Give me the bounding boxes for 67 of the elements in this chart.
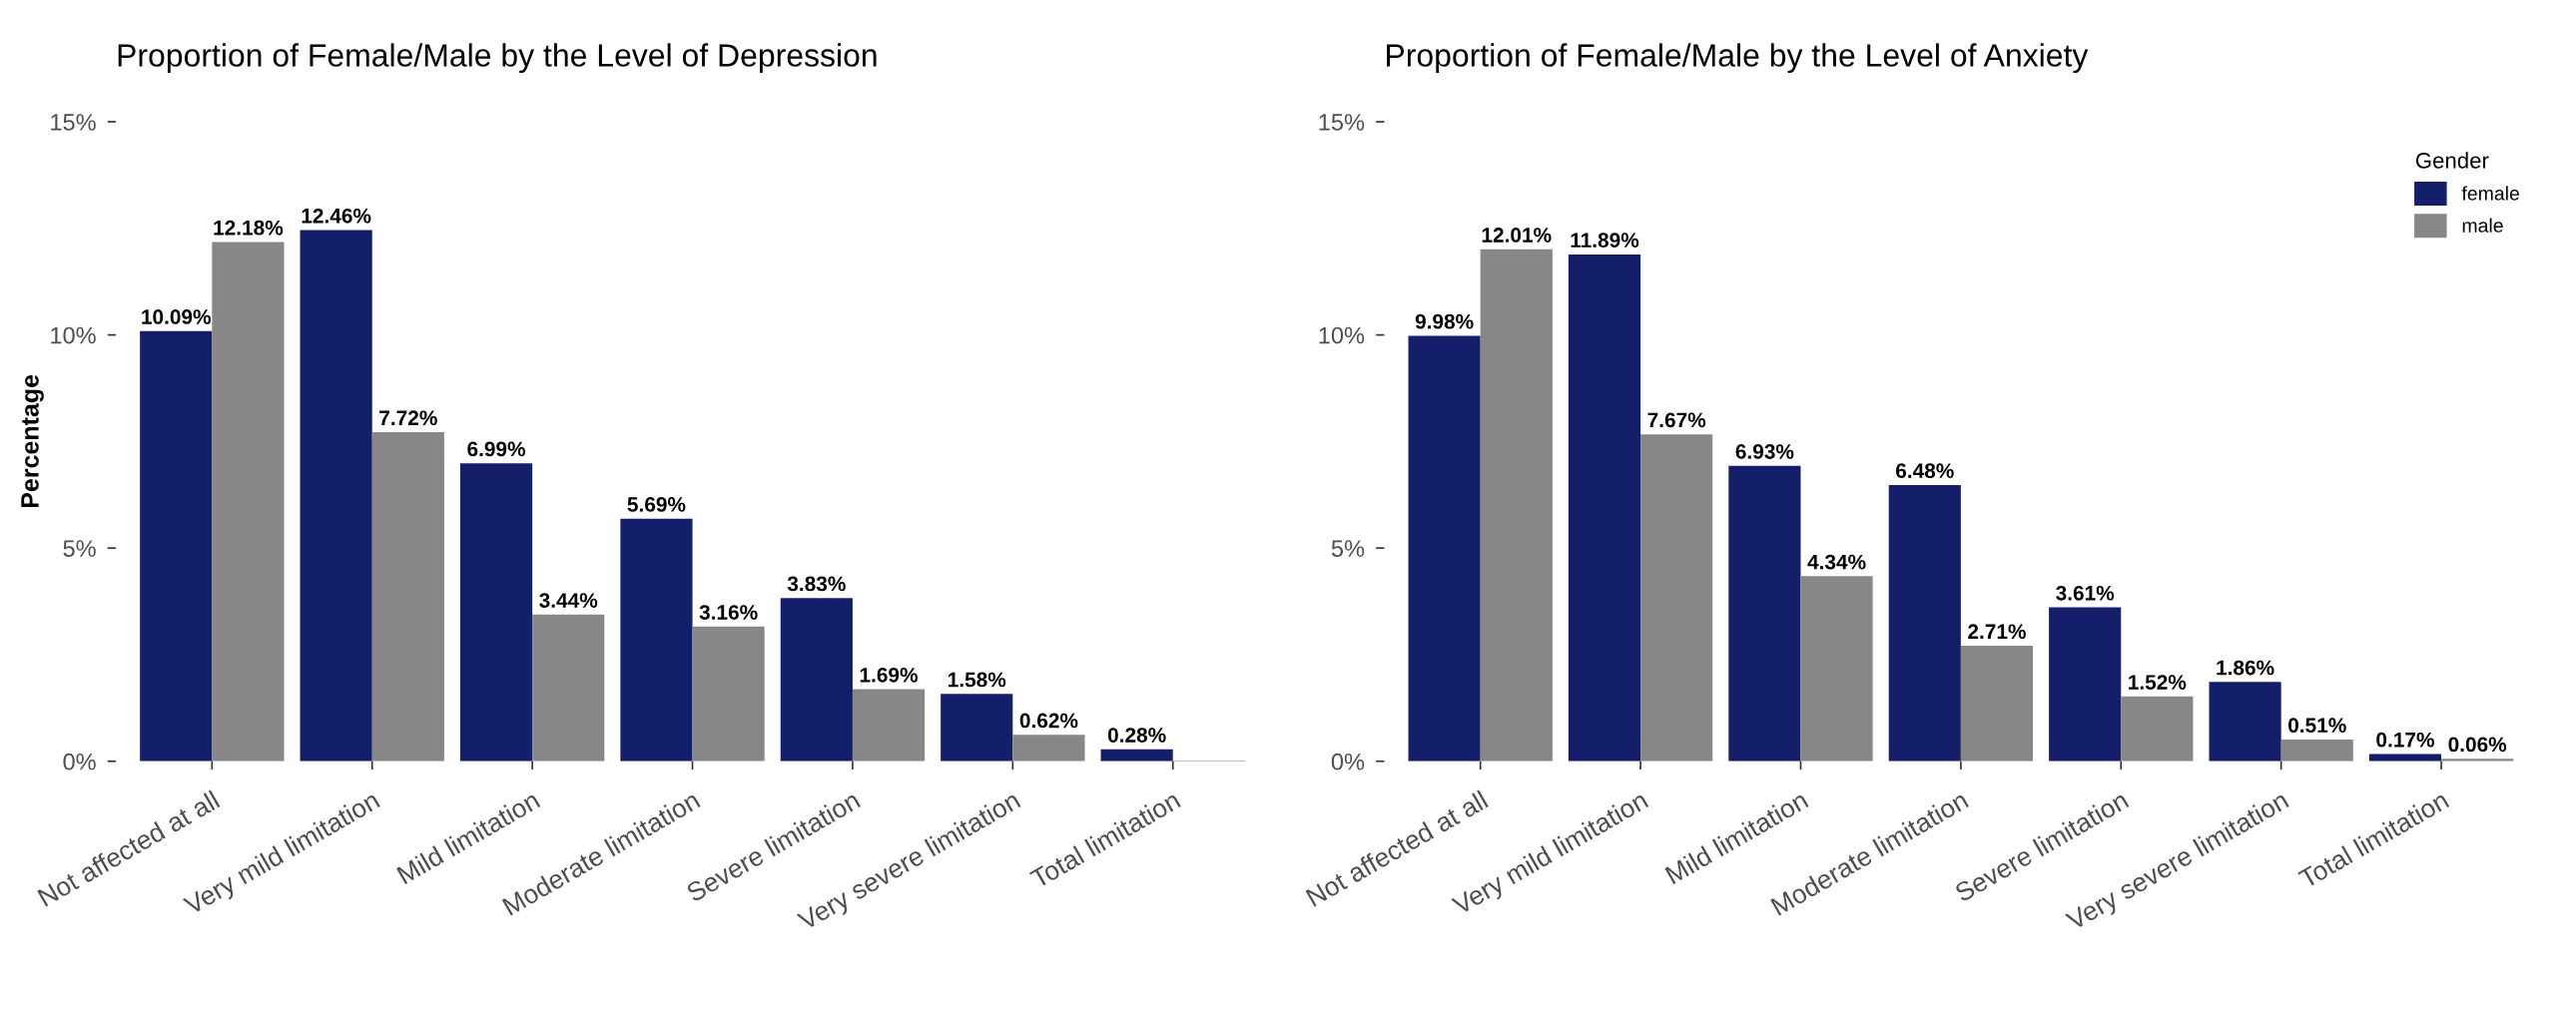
bar xyxy=(1640,434,1713,761)
y-tick-label: 5% xyxy=(63,540,96,557)
bar xyxy=(692,626,765,761)
chart-title: Proportion of Female/Male by the Level of Anxiety xyxy=(1387,43,2089,74)
bar xyxy=(371,432,444,761)
data-label: 1.58% xyxy=(949,672,1006,688)
y-axis-title: Percentage xyxy=(21,374,44,508)
bar xyxy=(2368,754,2442,761)
data-label: 12.01% xyxy=(1482,228,1552,243)
data-label: 3.61% xyxy=(2056,585,2115,601)
data-label: 0.28% xyxy=(1107,728,1166,743)
data-label: 3.16% xyxy=(699,605,758,620)
bar xyxy=(1568,254,1641,761)
bar xyxy=(300,230,372,761)
data-label: 3.83% xyxy=(787,576,846,592)
data-label: 0.51% xyxy=(2288,718,2346,734)
chart-title: Proportion of Female/Male by the Level of Depression xyxy=(118,43,877,74)
legend-label: male xyxy=(2462,218,2503,233)
y-tick-label: 0% xyxy=(1331,753,1365,770)
bar xyxy=(1408,335,1481,761)
bar xyxy=(140,330,213,761)
data-label: 1.52% xyxy=(2129,675,2187,690)
bar xyxy=(1960,646,2034,761)
legend-title: Gender xyxy=(2415,152,2489,169)
bar xyxy=(852,689,926,761)
data-label: 0.06% xyxy=(2448,737,2507,753)
data-label: 5.69% xyxy=(627,497,686,512)
data-label: 1.69% xyxy=(860,667,918,683)
data-label: 12.18% xyxy=(214,220,284,236)
bar xyxy=(1888,484,1961,761)
y-tick-label: 15% xyxy=(51,114,96,131)
bar xyxy=(941,694,1013,761)
bar xyxy=(1800,576,1873,761)
bar xyxy=(1100,749,1173,761)
y-tick-label: 15% xyxy=(1319,114,1365,131)
legend-label: female xyxy=(2461,186,2519,201)
bar xyxy=(1480,249,1553,761)
data-label: 0.17% xyxy=(2376,732,2434,748)
data-label: 3.44% xyxy=(539,593,598,608)
data-label: 4.34% xyxy=(1807,554,1866,570)
bar xyxy=(459,463,533,761)
y-tick-label: 5% xyxy=(1331,540,1365,557)
y-tick-label: 10% xyxy=(1319,326,1365,344)
data-label: 1.86% xyxy=(2217,660,2274,676)
data-label: 10.09% xyxy=(142,309,212,324)
bar xyxy=(212,242,285,761)
data-label: 12.46% xyxy=(302,208,371,224)
bar xyxy=(2280,739,2353,761)
y-tick-label: 0% xyxy=(63,753,96,770)
bar xyxy=(780,598,853,761)
y-tick-label: 10% xyxy=(51,326,96,344)
bar xyxy=(1728,465,1801,761)
bar xyxy=(2049,607,2122,761)
bar xyxy=(2121,696,2194,761)
bar xyxy=(2209,682,2281,761)
bar xyxy=(1012,735,1085,761)
data-label: 9.98% xyxy=(1415,313,1474,329)
bar xyxy=(532,614,605,761)
data-label: 0.62% xyxy=(1019,713,1078,729)
data-label: 7.72% xyxy=(379,410,437,426)
data-label: 6.48% xyxy=(1896,463,1954,479)
data-label: 11.89% xyxy=(1571,233,1639,248)
data-label: 7.67% xyxy=(1647,412,1706,428)
data-label: 6.93% xyxy=(1735,444,1794,459)
data-label: 6.99% xyxy=(467,441,526,457)
bar xyxy=(620,518,693,761)
data-label: 2.71% xyxy=(1968,624,2026,640)
